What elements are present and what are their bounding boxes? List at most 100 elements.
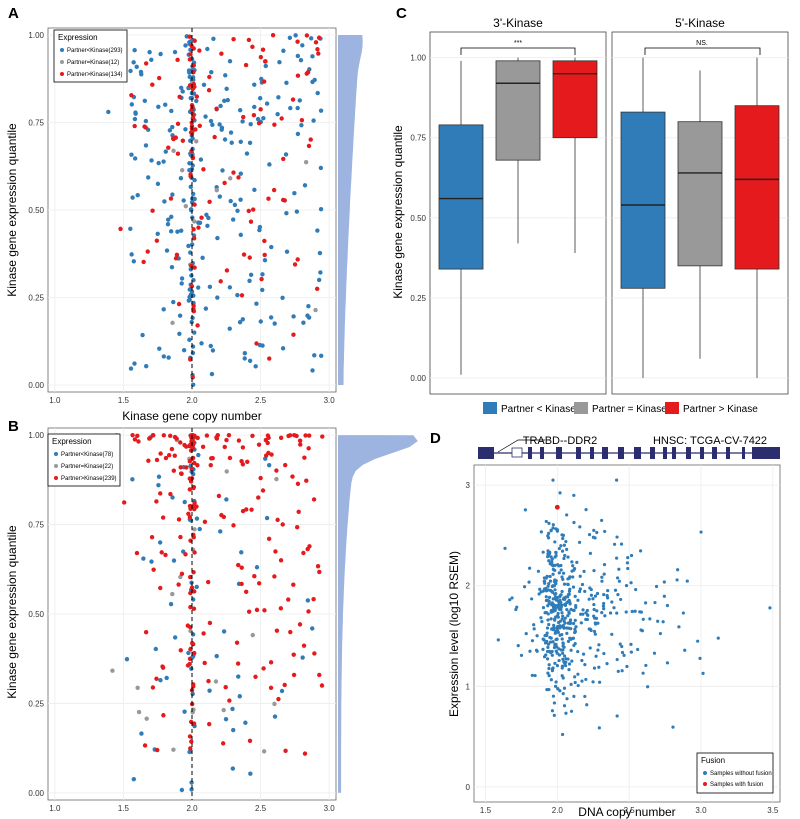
panel-d-point [545,574,549,578]
panel-b-point [239,581,244,587]
panel-d-point [535,634,539,638]
panel-d-point [554,637,559,641]
panel-a-point [238,171,243,176]
panel-d-point [572,566,577,571]
panel-a-point [297,98,302,103]
panel-d-point [585,617,589,622]
panel-a-point [145,249,150,254]
panel-d-point [565,697,569,701]
panel-a-point [161,159,166,164]
panel-d-point [559,544,563,548]
panel-d-point [551,584,555,588]
panel-d-x-tick-label: 2.5 [624,806,636,815]
panel-d-point [589,593,593,597]
panel-a-y-tick-label: 1.00 [28,31,44,40]
panel-d-point [578,574,582,578]
panel-c-y-label: Kinase gene expression quantile [391,125,405,299]
panel-b-point [154,457,160,463]
panel-b-point [195,463,200,468]
panel-d-point [595,591,600,596]
panel-c-legend-swatch-gt [665,402,679,414]
panel-b-point [254,607,260,613]
panel-a-point [131,60,136,65]
panel-b-point [163,455,169,461]
panel-d-point [561,644,565,648]
panel-d-point [616,669,620,673]
panel-b-point [187,734,193,739]
panel-b-point [280,522,285,527]
panel-b-point [141,556,146,561]
panel-b-point [315,564,321,569]
panel-d-point [768,606,772,610]
panel-d-fusion-bracket [497,439,545,453]
panel-d-point [562,654,567,658]
panel-d-point [551,572,555,576]
panel-a-point [197,123,202,129]
panel-a-point [187,337,192,342]
panel-b-point [231,523,236,528]
panel-b-point [194,584,199,590]
panel-d-point [619,542,624,546]
panel-b-point [286,433,291,439]
panel-a-point [176,301,182,307]
panel-d-point [570,659,574,663]
panel-d-point [592,528,596,532]
panel-b-point [278,435,284,441]
panel-a-point [276,95,281,100]
panel-a-point [240,119,245,124]
panel-a-point [207,199,212,205]
panel-b-point [235,661,241,666]
panel-a-point [131,259,136,264]
panel-a-ticks: 1.0 1.5 2.0 2.5 3.0 0.00 0.25 0.50 0.75 1.00 [28,31,335,405]
panel-b-point [170,495,175,500]
panel-d-point [545,688,549,692]
panel-d-point [615,535,619,539]
panel-d-point [616,576,620,580]
panel-d-point [625,561,630,565]
panel-a-point [106,109,111,115]
panel-d-point [553,661,557,665]
panel-b-point [320,434,325,439]
panel-a-point [295,73,301,78]
panel-d-exon [700,447,704,459]
panel-d-point [550,667,555,671]
panel-b-point [224,469,229,474]
panel-d-point [570,636,574,641]
panel-b-point [171,747,176,752]
panel-d-point [538,587,542,591]
panel-a-point [129,102,135,107]
panel-a-point [305,313,310,318]
panel-d-point [569,607,573,612]
panel-d-point [594,654,598,658]
panel-a-point [241,252,247,257]
panel-d-exon [618,447,624,459]
panel-a-point [215,295,220,300]
panel-d-point [612,542,617,546]
panel-d-point [615,714,619,718]
panel-d-point [596,621,600,625]
panel-c-facet-1-significance: *** [514,40,522,47]
panel-b-point [310,626,315,631]
panel-a-point [201,82,207,88]
panel-a-point [156,104,161,110]
panel-d-point [537,592,541,596]
panel-a-point [222,98,227,104]
panel-a-point [283,152,289,157]
panel-c-legend-item-gt: Partner > Kinase [683,404,758,415]
panel-b-point [221,707,226,713]
panel-b-point [262,608,267,613]
panel-a-legend-swatch-lt [60,48,64,52]
panel-b-point [227,455,233,461]
panel-a-point [189,263,194,268]
panel-a-point [318,108,324,113]
panel-d-point [582,569,586,573]
panel-a-point [237,319,243,325]
panel-a-point [150,208,155,213]
panel-b-legend-item-gt: Partner>Kinase(239) [61,476,117,482]
panel-d-point [528,566,532,570]
panel-b-point [256,495,261,500]
panel-b-point [209,456,214,461]
panel-b-point [178,471,184,476]
panel-d-point [549,617,553,621]
panel-a-point [179,85,184,91]
